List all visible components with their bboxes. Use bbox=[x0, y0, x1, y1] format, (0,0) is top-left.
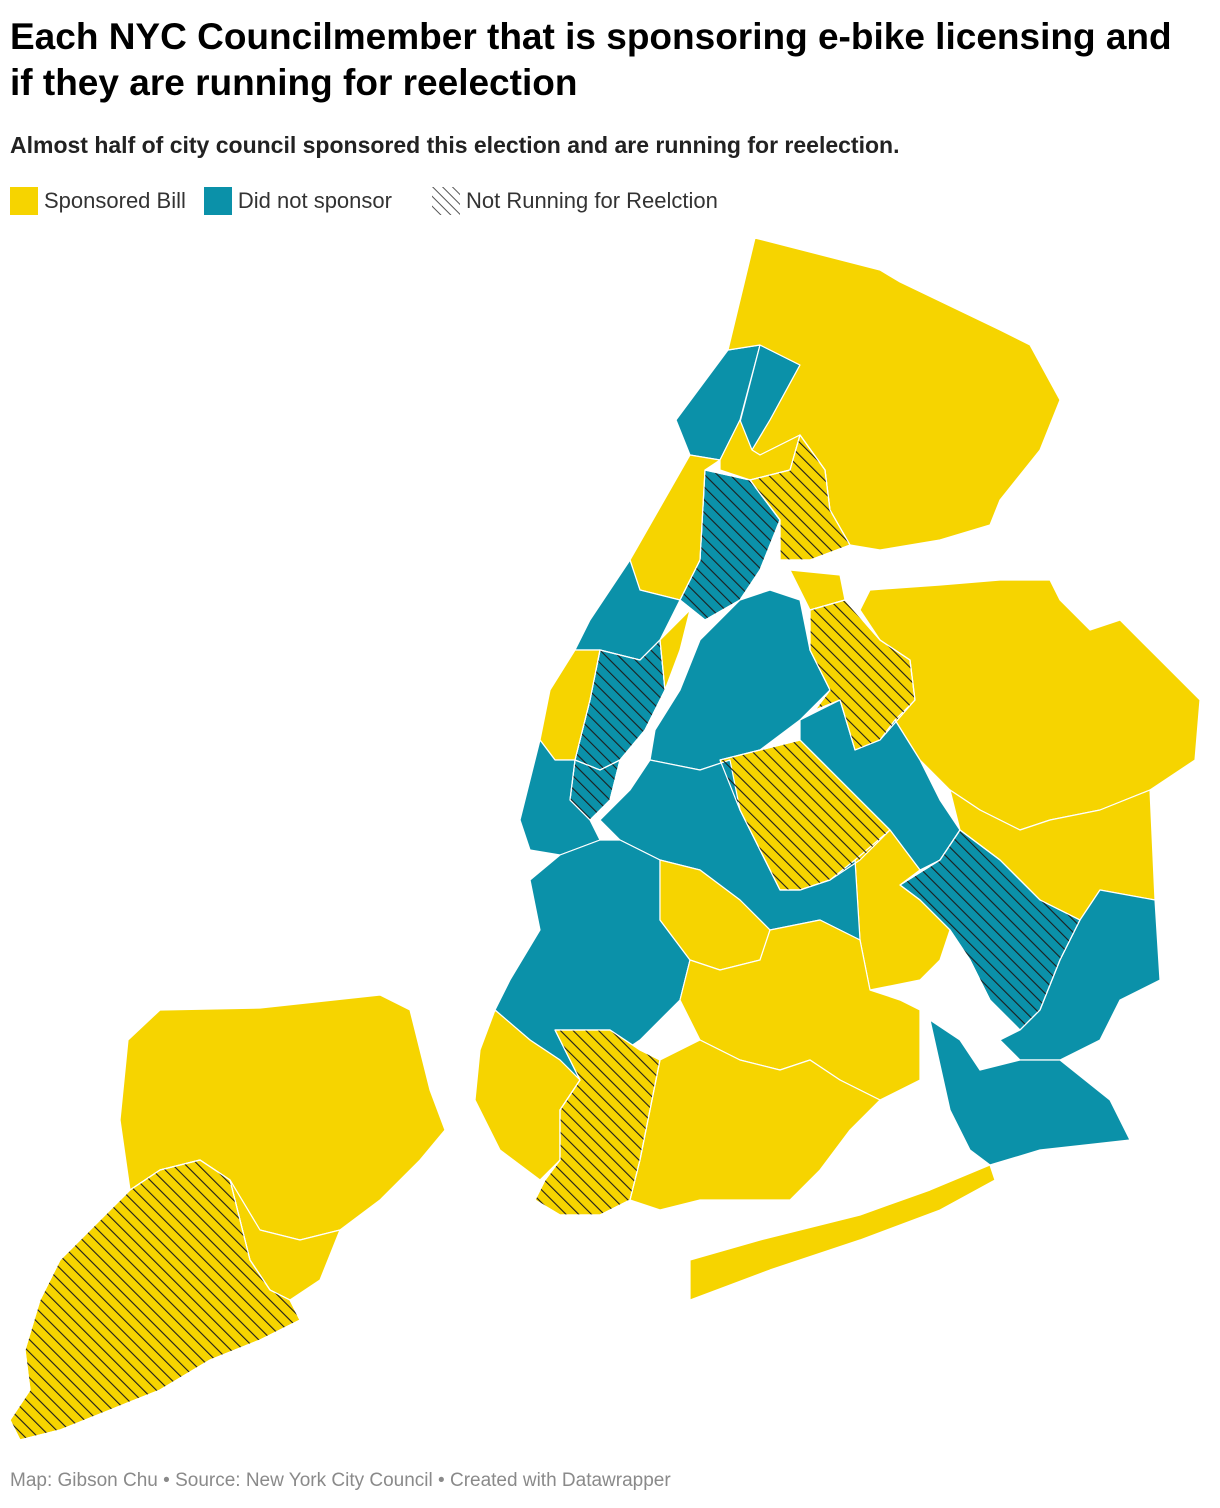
region-queens-rockaway[interactable] bbox=[929, 1019, 1131, 1166]
legend-item-sponsored: Sponsored Bill bbox=[10, 187, 186, 215]
legend: Sponsored Bill Did not sponsor Not Runni… bbox=[10, 186, 736, 216]
legend-item-not-sponsored: Did not sponsor bbox=[203, 187, 392, 215]
footer-separator-2: • bbox=[432, 1470, 450, 1491]
chart-subtitle: Almost half of city council sponsored th… bbox=[10, 132, 900, 158]
legend-item-not-running: Not Running for Reelction bbox=[431, 187, 718, 215]
footer-source-link[interactable]: Source: New York City Council bbox=[175, 1470, 433, 1491]
region-manhattan-lower[interactable] bbox=[519, 739, 601, 856]
footer-tool-link[interactable]: Created with Datawrapper bbox=[449, 1470, 671, 1491]
legend-label-sponsored: Sponsored Bill bbox=[44, 188, 186, 213]
legend-swatch-sponsored bbox=[10, 187, 38, 215]
chart-title: Each NYC Councilmember that is sponsorin… bbox=[10, 16, 1172, 103]
nyc-council-map bbox=[9, 237, 1201, 1441]
region-rockaway-peninsula[interactable] bbox=[689, 1164, 996, 1301]
footer: Map: Gibson Chu • Source: New York City … bbox=[10, 1470, 671, 1492]
legend-label-not-running: Not Running for Reelction bbox=[465, 188, 718, 213]
legend-swatch-not-sponsored bbox=[203, 187, 232, 215]
legend-swatch-hatch bbox=[431, 187, 460, 215]
footer-separator-1: • bbox=[157, 1470, 176, 1491]
footer-map-credit: Map: Gibson Chu bbox=[10, 1470, 158, 1491]
legend-label-not-sponsored: Did not sponsor bbox=[237, 188, 392, 213]
region-bronx-northeast[interactable] bbox=[727, 237, 1061, 551]
